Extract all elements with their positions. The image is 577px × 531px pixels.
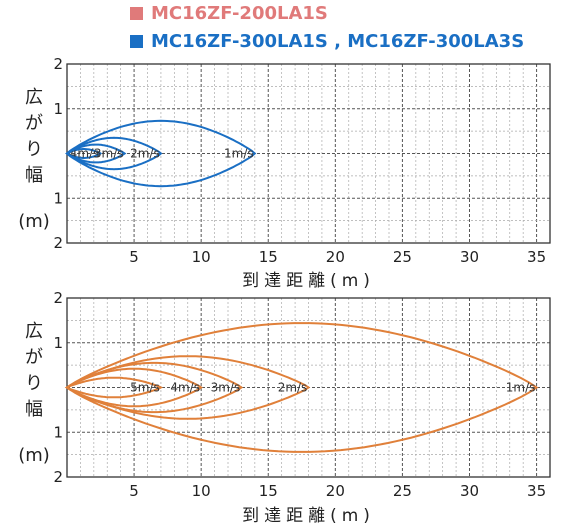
y-tick-label: 1: [53, 100, 63, 118]
x-tick-label: 15: [259, 248, 278, 266]
y-axis-label: が: [25, 347, 43, 368]
y-axis-label: り: [25, 139, 43, 160]
series-curve: [65, 355, 311, 420]
x-tick-label: 20: [326, 482, 345, 500]
x-tick-label: 15: [259, 482, 278, 500]
x-tick-label: 25: [393, 482, 412, 500]
series-label: 2m/s: [278, 381, 308, 395]
series-label: 3m/s: [211, 381, 241, 395]
series-curve: [65, 322, 539, 453]
y-axis-label: が: [25, 113, 43, 134]
series-label: 3m/s: [94, 147, 124, 161]
series-label: 2m/s: [130, 147, 160, 161]
y-axis-label: 広: [25, 321, 43, 342]
chart-grid: [67, 64, 550, 243]
x-tick-label: 25: [393, 248, 412, 266]
y-axis-label: り: [25, 373, 43, 394]
series-label: 1m/s: [506, 381, 536, 395]
series-label: 1m/s: [224, 147, 254, 161]
y-tick-label: 2: [53, 55, 63, 73]
series-curve: [65, 143, 127, 164]
series-label: 4m/s: [70, 147, 100, 161]
y-axis-label: (m): [18, 445, 50, 466]
series-curve: [65, 367, 204, 408]
series-label: 4m/s: [170, 381, 200, 395]
legend-swatch: [130, 7, 143, 20]
y-tick-label: 1: [53, 423, 63, 441]
x-axis-label: 到達距離(m): [242, 506, 375, 526]
y-axis-label: 広: [25, 87, 43, 108]
legend-label: MC16ZF-300LA1S , MC16ZF-300LA3S: [151, 31, 525, 52]
legend-item-300la: MC16ZF-300LA1S , MC16ZF-300LA3S: [130, 31, 524, 52]
y-tick-label: 1: [53, 334, 63, 352]
x-tick-label: 35: [527, 248, 546, 266]
series-curve: [65, 119, 257, 188]
y-tick-label: 1: [53, 189, 63, 207]
series-curve: [65, 136, 163, 171]
x-tick-label: 30: [460, 482, 479, 500]
series-label: 5m/s: [130, 381, 160, 395]
legend-swatch: [130, 35, 143, 48]
y-tick-label: 2: [53, 468, 63, 486]
y-tick-label: 2: [53, 289, 63, 307]
x-axis-label: 到達距離(m): [242, 271, 375, 291]
x-tick-label: 35: [527, 482, 546, 500]
x-tick-label: 20: [326, 248, 345, 266]
y-axis-label: 幅: [25, 399, 43, 420]
legend-label: MC16ZF-200LA1S: [151, 3, 328, 24]
x-tick-label: 5: [129, 482, 139, 500]
x-tick-label: 5: [129, 248, 139, 266]
y-tick-label: 2: [53, 234, 63, 252]
x-tick-label: 10: [192, 248, 211, 266]
series-curve: [64, 376, 164, 399]
y-axis-label: (m): [18, 211, 50, 232]
series-curve: [65, 148, 103, 159]
y-axis-label: 幅: [25, 165, 43, 186]
x-tick-label: 30: [460, 248, 479, 266]
x-tick-label: 10: [192, 482, 211, 500]
legend-item-200la1s: MC16ZF-200LA1S: [130, 3, 328, 24]
